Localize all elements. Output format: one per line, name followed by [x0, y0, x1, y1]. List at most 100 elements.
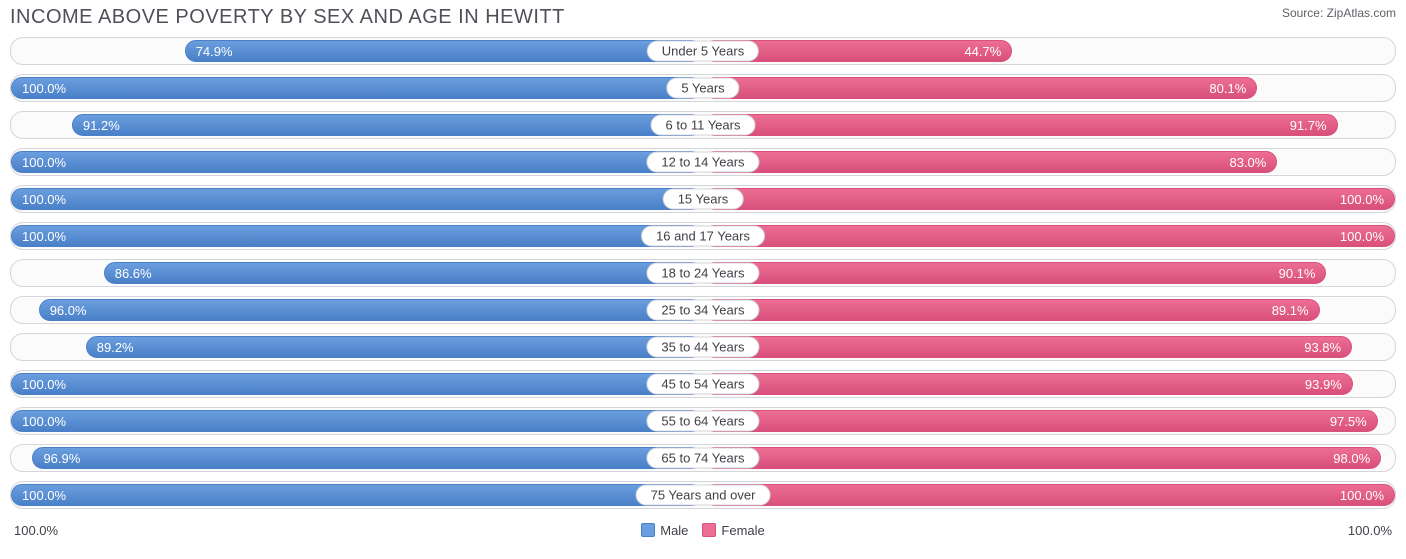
female-value: 44.7% [964, 44, 1001, 59]
male-bar: 91.2% [72, 114, 703, 136]
bar-row: 100.0%100.0%15 Years [10, 185, 1396, 213]
female-bar: 100.0% [703, 484, 1395, 506]
female-bar: 89.1% [703, 299, 1320, 321]
bar-row: 89.2%93.8%35 to 44 Years [10, 333, 1396, 361]
bar-row: 100.0% 97.5% 55 to 64 Years [10, 407, 1396, 435]
legend-male-swatch [641, 523, 655, 537]
bar-row: 100.0%100.0%16 and 17 Years [10, 222, 1396, 250]
female-value: 80.1% [1209, 81, 1246, 96]
male-value: 91.2% [83, 118, 120, 133]
bar-row: 74.9% 44.7% Under 5 Years [10, 37, 1396, 65]
male-bar: 86.6% [104, 262, 703, 284]
female-half: 100.0% [703, 186, 1395, 212]
female-half: 90.1% [703, 260, 1395, 286]
female-value: 97.5% [1330, 414, 1367, 429]
legend-male: Male [641, 523, 688, 538]
male-bar: 100.0% [11, 410, 703, 432]
chart-source: Source: ZipAtlas.com [1282, 6, 1396, 20]
female-value: 100.0% [1340, 488, 1384, 503]
male-bar: 100.0% [11, 225, 703, 247]
age-label: Under 5 Years [647, 41, 759, 62]
female-half: 98.0% [703, 445, 1395, 471]
male-value: 89.2% [97, 340, 134, 355]
axis-left-label: 100.0% [10, 523, 641, 538]
male-half: 91.2% [11, 112, 703, 138]
age-label: 75 Years and over [636, 485, 771, 506]
female-half: 93.9% [703, 371, 1395, 397]
female-bar: 93.9% [703, 373, 1353, 395]
age-label: 6 to 11 Years [651, 115, 756, 136]
bar-row: 91.2% 91.7% 6 to 11 Years [10, 111, 1396, 139]
male-value: 100.0% [22, 229, 66, 244]
male-value: 100.0% [22, 377, 66, 392]
female-bar: 100.0% [703, 188, 1395, 210]
age-label: 15 Years [663, 189, 744, 210]
female-bar: 93.8% [703, 336, 1352, 358]
axis-right-label: 100.0% [765, 523, 1396, 538]
male-value: 100.0% [22, 155, 66, 170]
female-bar: 91.7% [703, 114, 1338, 136]
bar-row: 96.9%98.0%65 to 74 Years [10, 444, 1396, 472]
female-value: 100.0% [1340, 192, 1384, 207]
bar-row: 96.0% 89.1% 25 to 34 Years [10, 296, 1396, 324]
age-label: 55 to 64 Years [646, 411, 759, 432]
male-half: 100.0% [11, 75, 703, 101]
male-value: 96.0% [50, 303, 87, 318]
legend-female: Female [702, 523, 764, 538]
female-bar: 98.0% [703, 447, 1381, 469]
male-bar: 96.9% [32, 447, 703, 469]
female-value: 90.1% [1279, 266, 1316, 281]
male-bar: 100.0% [11, 188, 703, 210]
male-value: 100.0% [22, 488, 66, 503]
age-label: 5 Years [666, 78, 739, 99]
male-bar: 74.9% [185, 40, 703, 62]
female-half: 100.0% [703, 223, 1395, 249]
male-value: 74.9% [196, 44, 233, 59]
male-value: 86.6% [115, 266, 152, 281]
male-half: 100.0% [11, 482, 703, 508]
chart-legend: Male Female [641, 523, 765, 538]
female-value: 91.7% [1290, 118, 1327, 133]
age-label: 12 to 14 Years [646, 152, 759, 173]
female-value: 93.9% [1305, 377, 1342, 392]
male-value: 96.9% [43, 451, 80, 466]
chart-container: INCOME ABOVE POVERTY BY SEX AND AGE IN H… [0, 0, 1406, 546]
legend-female-label: Female [721, 523, 764, 538]
male-bar: 96.0% [39, 299, 703, 321]
female-half: 97.5% [703, 408, 1395, 434]
female-bar: 97.5% [703, 410, 1378, 432]
female-bar: 80.1% [703, 77, 1257, 99]
age-label: 18 to 24 Years [646, 263, 759, 284]
male-value: 100.0% [22, 414, 66, 429]
male-bar: 100.0% [11, 484, 703, 506]
chart-header: INCOME ABOVE POVERTY BY SEX AND AGE IN H… [10, 6, 1396, 29]
male-half: 96.0% [11, 297, 703, 323]
bar-row: 100.0% 100.0% 75 Years and over [10, 481, 1396, 509]
bar-row: 100.0%83.0%12 to 14 Years [10, 148, 1396, 176]
chart-rows: 74.9% 44.7% Under 5 Years 100.0% 80.1% 5 Year… [10, 37, 1396, 509]
male-half: 100.0% [11, 408, 703, 434]
female-half: 91.7% [703, 112, 1395, 138]
female-bar: 90.1% [703, 262, 1326, 284]
male-half: 74.9% [11, 38, 703, 64]
female-value: 89.1% [1272, 303, 1309, 318]
female-value: 98.0% [1333, 451, 1370, 466]
male-bar: 100.0% [11, 77, 703, 99]
age-label: 45 to 54 Years [646, 374, 759, 395]
male-half: 86.6% [11, 260, 703, 286]
chart-title: INCOME ABOVE POVERTY BY SEX AND AGE IN H… [10, 6, 565, 29]
female-half: 93.8% [703, 334, 1395, 360]
female-bar: 100.0% [703, 225, 1395, 247]
male-bar: 100.0% [11, 373, 703, 395]
chart-footer: 100.0% Male Female 100.0% [10, 518, 1396, 542]
age-label: 25 to 34 Years [646, 300, 759, 321]
male-half: 100.0% [11, 371, 703, 397]
female-half: 80.1% [703, 75, 1395, 101]
male-half: 100.0% [11, 223, 703, 249]
female-value: 93.8% [1304, 340, 1341, 355]
male-half: 96.9% [11, 445, 703, 471]
female-value: 100.0% [1340, 229, 1384, 244]
bar-row: 100.0% 80.1% 5 Years [10, 74, 1396, 102]
female-half: 44.7% [703, 38, 1395, 64]
male-value: 100.0% [22, 81, 66, 96]
